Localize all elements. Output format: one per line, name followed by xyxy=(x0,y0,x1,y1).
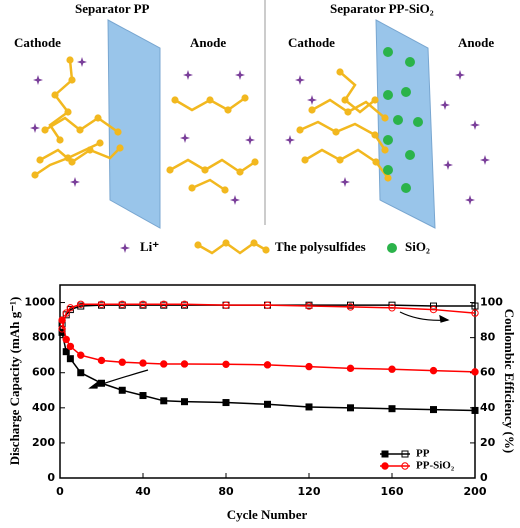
legend-marker xyxy=(381,450,389,458)
legend-label: PP xyxy=(416,448,430,460)
efficiency-point xyxy=(66,304,75,312)
x-tick-label: 160 xyxy=(381,485,404,498)
efficiency-point xyxy=(346,303,355,311)
efficiency-point xyxy=(97,300,106,308)
chart: Discharge Capacity (mAh g⁻¹) Coulombic E… xyxy=(7,284,517,522)
capacity-point xyxy=(264,400,271,408)
label: Cathode xyxy=(14,35,61,50)
efficiency-point xyxy=(388,304,396,312)
annotation-arrows xyxy=(88,311,450,389)
x-tick-label: 80 xyxy=(218,485,234,498)
sio2-particles xyxy=(383,47,423,193)
x-tick-label: 200 xyxy=(464,485,487,498)
efficiency-point xyxy=(180,300,189,308)
y2-tick-label: 40 xyxy=(480,401,496,414)
capacity-point xyxy=(346,364,355,373)
legend-marker xyxy=(381,462,389,470)
capacity-point xyxy=(429,366,438,375)
efficiency-line xyxy=(61,304,475,324)
capacity-line xyxy=(61,319,476,373)
y2-tick-label: 0 xyxy=(480,471,488,484)
capacity-point xyxy=(77,351,85,359)
capacity-point xyxy=(62,335,70,344)
capacity-point xyxy=(471,406,479,414)
x-tick-label: 40 xyxy=(135,485,151,498)
legend-marker xyxy=(401,462,409,470)
capacity-point xyxy=(471,368,479,376)
capacity-point xyxy=(66,355,74,363)
schematic: Separator PP Cathode Anode Separator PP-… xyxy=(14,0,494,255)
y2-tick-label: 100 xyxy=(480,296,503,309)
efficiency-point xyxy=(118,300,126,308)
efficiency-point xyxy=(471,309,479,317)
capacity-point xyxy=(305,403,313,411)
y-tick-label: 200 xyxy=(32,436,55,449)
capacity-point xyxy=(347,404,354,412)
capacity-point xyxy=(181,398,188,406)
efficiency-point xyxy=(62,309,70,317)
y2-axis-title: Coulombic Efficiency (%) xyxy=(502,309,517,453)
panel-title: Separator PP xyxy=(75,1,150,16)
efficiency-point xyxy=(139,300,147,308)
capacity-point xyxy=(66,342,75,351)
capacity-point xyxy=(118,386,126,394)
x-tick-label: 0 xyxy=(56,485,64,498)
label: Anode xyxy=(190,35,226,50)
legend-label: Li⁺ xyxy=(140,239,159,254)
capacity-point xyxy=(222,399,230,407)
efficiency-point xyxy=(77,300,85,308)
y-tick-label: 600 xyxy=(32,366,55,379)
capacity-point xyxy=(118,358,126,366)
capacity-point xyxy=(388,405,396,413)
legend-marker xyxy=(401,450,409,458)
efficiency-point xyxy=(429,305,438,314)
efficiency-point xyxy=(263,301,272,309)
efficiency-point xyxy=(471,302,479,310)
capacity-point xyxy=(160,360,168,368)
efficiency-point xyxy=(160,300,168,308)
y-tick-label: 1000 xyxy=(24,296,55,309)
legend-label: PP-SiO₂ xyxy=(416,460,455,472)
panel-title: Separator PP-SiO₂ xyxy=(330,1,434,16)
label: Anode xyxy=(458,35,494,50)
efficiency-point xyxy=(305,302,313,310)
capacity-point xyxy=(180,360,189,368)
legend-label: The polysulfides xyxy=(275,239,366,254)
y2-tick-label: 20 xyxy=(480,436,496,449)
separator xyxy=(107,19,161,229)
y-axis-title: Discharge Capacity (mAh g⁻¹) xyxy=(7,297,22,466)
x-tick-label: 120 xyxy=(298,485,321,498)
capacity-point xyxy=(77,369,85,377)
x-axis-title: Cycle Number xyxy=(227,507,308,522)
y2-tick-label: 80 xyxy=(480,331,496,344)
capacity-point xyxy=(430,406,437,414)
plot-frame xyxy=(59,284,476,479)
capacity-point xyxy=(305,362,313,371)
efficiency-point xyxy=(58,325,66,333)
capacity-point xyxy=(98,379,105,387)
legend-label: SiO₂ xyxy=(405,239,430,254)
y-tick-label: 400 xyxy=(32,401,55,414)
capacity-point xyxy=(97,356,106,365)
capacity-point xyxy=(139,392,147,400)
y-tick-label: 800 xyxy=(32,331,55,344)
label: Cathode xyxy=(288,35,335,50)
y2-tick-label: 60 xyxy=(480,366,496,379)
schematic-legend: Li⁺ The polysulfides SiO₂ xyxy=(120,239,430,255)
capacity-line xyxy=(61,332,476,412)
efficiency-line xyxy=(61,303,476,330)
capacity-point xyxy=(263,361,272,369)
y-tick-label: 0 xyxy=(47,471,55,484)
polysulfides xyxy=(31,56,392,194)
capacity-point xyxy=(139,359,147,367)
capacity-point xyxy=(160,397,168,405)
capacity-point xyxy=(222,360,230,369)
capacity-point xyxy=(62,348,70,356)
efficiency-point xyxy=(222,301,230,309)
capacity-point xyxy=(388,365,396,373)
